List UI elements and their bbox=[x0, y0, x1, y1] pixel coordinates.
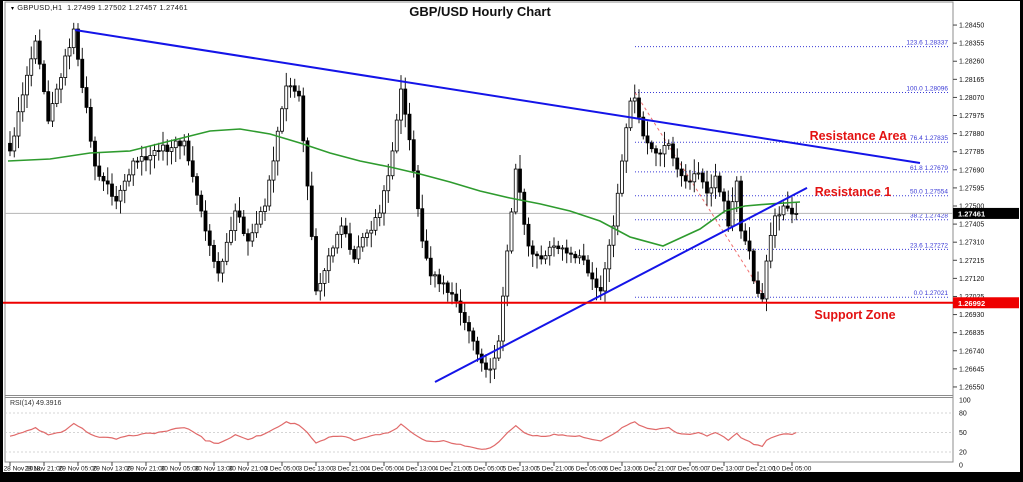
fib-level-label: 76.4 1.27835 bbox=[910, 135, 948, 142]
support-price-tag bbox=[953, 297, 1019, 309]
svg-text:1.26992: 1.26992 bbox=[958, 299, 985, 308]
rising-support-trendline[interactable] bbox=[434, 187, 808, 383]
candles-layer[interactable] bbox=[8, 22, 799, 384]
time-tick-label: 6 Dec 05:00 bbox=[570, 466, 605, 473]
price-tick-label: 1.26740 bbox=[959, 348, 984, 355]
trendlines-layer[interactable] bbox=[3, 29, 953, 383]
price-tick-label: 1.26645 bbox=[959, 366, 984, 373]
moving-average-line bbox=[7, 128, 801, 247]
price-tick-label: 1.27215 bbox=[959, 258, 984, 265]
time-tick-label: 30 Nov 13:00 bbox=[195, 466, 234, 473]
time-tick-label: 4 Dec 13:00 bbox=[400, 466, 435, 473]
price-axis[interactable]: 1.28450 1.28355 1.28260 1.28165 1.28070 1.279… bbox=[953, 23, 1019, 392]
price-tick-label: 1.28355 bbox=[959, 41, 984, 48]
fib-anchor-line[interactable] bbox=[634, 92, 766, 298]
price-tick-label: 1.27880 bbox=[959, 131, 984, 138]
price-tick-label: 1.27975 bbox=[959, 113, 984, 120]
time-tick-label: 29 Nov 05:00 bbox=[59, 466, 98, 473]
fib-level-label: 0.0 1.27021 bbox=[914, 290, 949, 297]
time-tick-label: 7 Dec 21:00 bbox=[740, 466, 775, 473]
time-tick-label: 5 Dec 21:00 bbox=[536, 466, 571, 473]
price-tick-label: 1.26930 bbox=[959, 312, 984, 319]
rsi-pane[interactable]: 100 80 50 20 0 RSI(14) 49.3916 bbox=[5, 398, 971, 470]
time-tick-label: 7 Dec 13:00 bbox=[706, 466, 741, 473]
svg-text:1.27461: 1.27461 bbox=[958, 209, 985, 218]
price-tick-label: 1.27595 bbox=[959, 185, 984, 192]
price-tick-label: 1.28260 bbox=[959, 59, 984, 66]
time-tick-label: 29 Nov 13:00 bbox=[93, 466, 132, 473]
annotation-resistance-area[interactable]: Resistance Area bbox=[810, 129, 908, 143]
time-tick-label: 3 Dec 13:00 bbox=[298, 466, 333, 473]
time-tick-label: 6 Dec 21:00 bbox=[638, 466, 673, 473]
price-tick-label: 1.28450 bbox=[959, 23, 984, 30]
time-tick-label: 10 Dec 05:00 bbox=[773, 466, 812, 473]
fib-level-label: 100.0 1.28096 bbox=[906, 85, 948, 92]
fib-level-label: 61.8 1.27679 bbox=[910, 165, 948, 172]
time-tick-label: 30 Nov 21:00 bbox=[229, 466, 268, 473]
time-tick-label: 3 Dec 21:00 bbox=[332, 466, 367, 473]
time-tick-label: 4 Dec 21:00 bbox=[434, 466, 469, 473]
time-tick-label: 5 Dec 05:00 bbox=[468, 466, 503, 473]
fib-level-label: 38.2 1.27428 bbox=[910, 213, 948, 220]
price-tick-label: 1.27405 bbox=[959, 222, 984, 229]
price-tick-label: 1.27310 bbox=[959, 240, 984, 247]
rsi-indicator-label: RSI(14) 49.3916 bbox=[10, 400, 61, 407]
fib-level-label: 50.0 1.27554 bbox=[910, 189, 948, 196]
price-tick-label: 1.26835 bbox=[959, 330, 984, 337]
price-tick-label: 1.27785 bbox=[959, 149, 984, 156]
time-tick-label: 7 Dec 05:00 bbox=[672, 466, 707, 473]
rsi-scale-label: 0 bbox=[959, 463, 963, 470]
rsi-scale-label: 100 bbox=[959, 398, 971, 405]
fib-level-label: 123.6 1.28337 bbox=[906, 40, 948, 47]
fibonacci-retracement[interactable]: 123.6 1.28337 100.0 1.28096 76.4 1.27835 61… bbox=[634, 40, 950, 298]
fib-level-label: 23.6 1.27272 bbox=[910, 242, 948, 249]
time-tick-label: 30 Nov 05:00 bbox=[161, 466, 200, 473]
time-tick-label: 28 Nov 2018 bbox=[4, 466, 41, 473]
annotation-support-zone[interactable]: Support Zone bbox=[814, 308, 895, 322]
current-price-tag bbox=[953, 207, 1019, 219]
time-tick-label: 3 Dec 05:00 bbox=[264, 466, 299, 473]
time-tick-label: 4 Dec 05:00 bbox=[366, 466, 401, 473]
rsi-scale-label: 20 bbox=[959, 450, 967, 457]
time-tick-label: 28 Nov 21:00 bbox=[25, 466, 64, 473]
time-tick-label: 6 Dec 13:00 bbox=[604, 466, 639, 473]
price-tick-label: 1.28070 bbox=[959, 95, 984, 102]
price-tick-label: 1.26550 bbox=[959, 384, 984, 391]
price-tick-label: 1.28165 bbox=[959, 77, 984, 84]
rsi-line bbox=[9, 421, 797, 450]
time-tick-label: 29 Nov 21:00 bbox=[127, 466, 166, 473]
price-tick-label: 1.27120 bbox=[959, 276, 984, 283]
price-tick-label: 1.27500 bbox=[959, 204, 984, 211]
rsi-scale-label: 80 bbox=[959, 411, 967, 418]
resistance-area-trendline[interactable] bbox=[74, 29, 921, 164]
price-tick-label: 1.27690 bbox=[959, 167, 984, 174]
time-tick-label: 5 Dec 13:00 bbox=[502, 466, 537, 473]
annotation-resistance-1[interactable]: Resistance 1 bbox=[815, 185, 891, 199]
annotations-layer[interactable]: Resistance Area Resistance 1 Support Zone bbox=[810, 129, 908, 322]
rsi-scale-label: 50 bbox=[959, 430, 967, 437]
